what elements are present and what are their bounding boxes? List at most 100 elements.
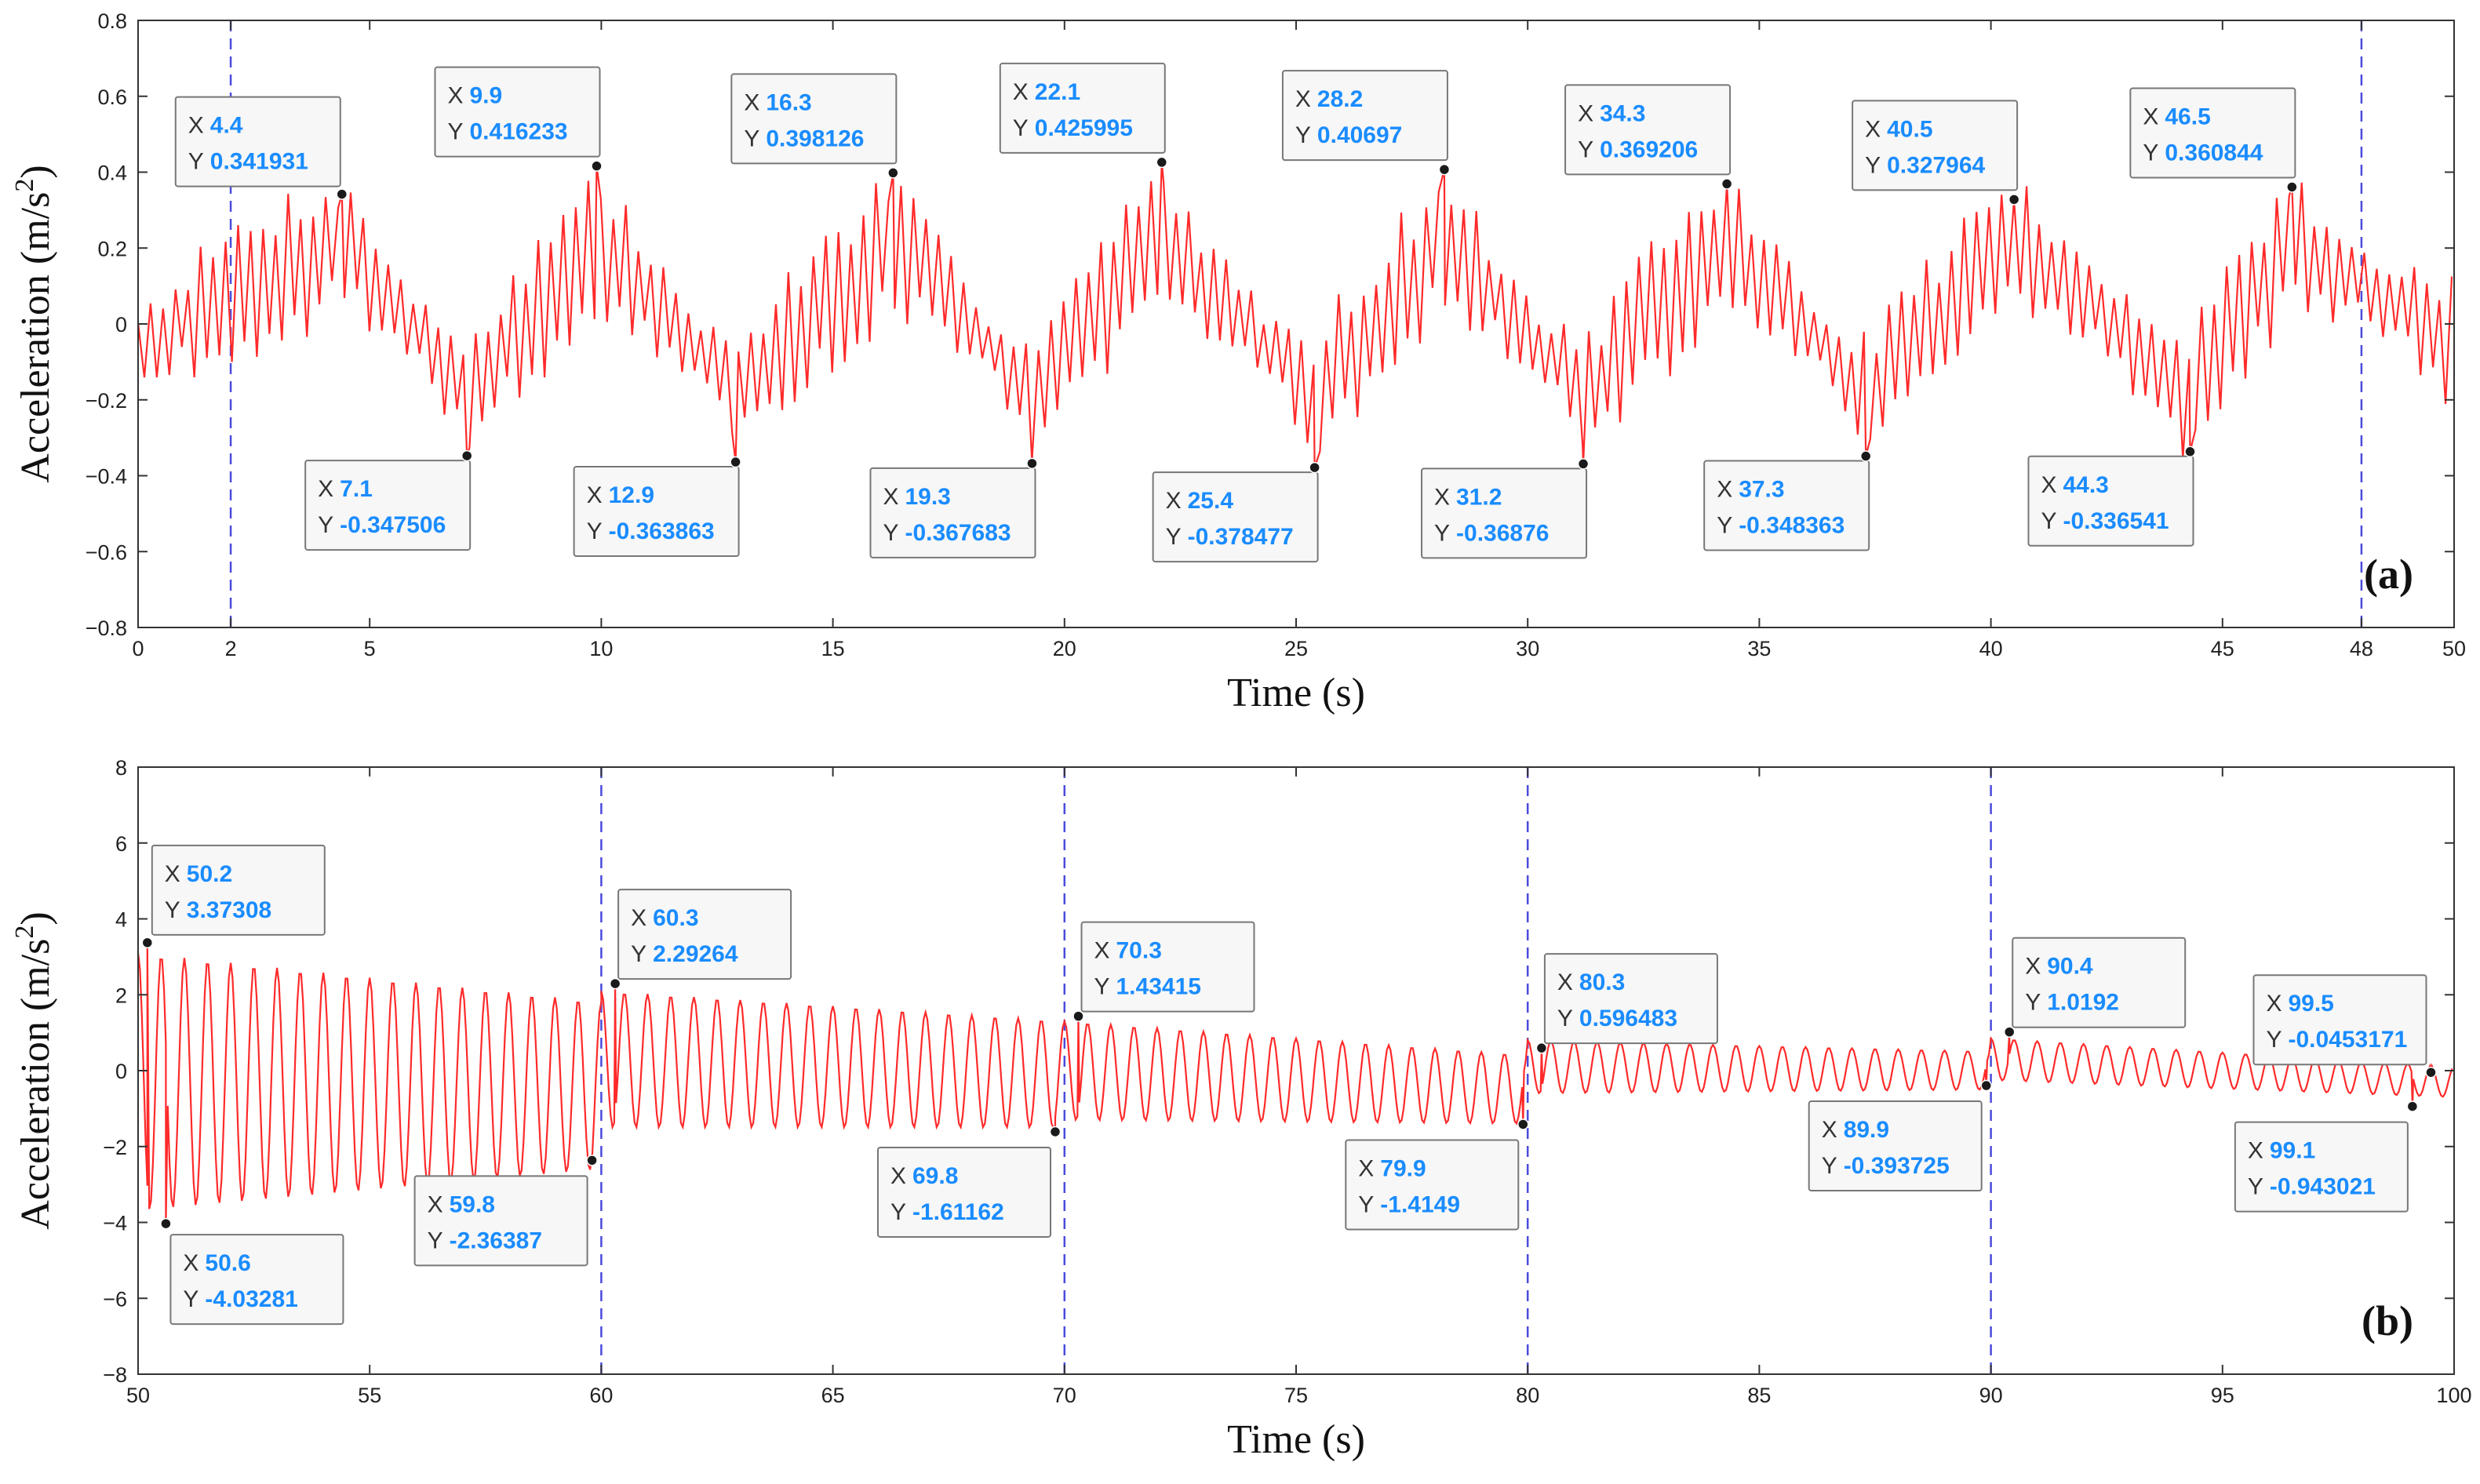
datatip-marker [1156, 156, 1168, 169]
datatip-y-value: 3.37308 [187, 897, 271, 923]
y-axis-title-sup: 2 [10, 926, 39, 939]
datatip-y-value: 0.596483 [1579, 1006, 1677, 1031]
datatip-box [434, 66, 601, 158]
datatip-x-key: X [183, 1250, 198, 1276]
datatip-y-value: 0.398126 [766, 125, 864, 151]
y-tick-label-4: 0 [115, 1060, 127, 1083]
datatip-y-key: Y [2041, 508, 2056, 534]
datatip-x-value: 50.6 [205, 1250, 250, 1276]
datatip-x-value: 89.9 [1844, 1117, 1889, 1143]
datatip-19.3: X 19.3 Y -0.367683 [869, 457, 1038, 558]
datatip-marker [2184, 446, 2196, 458]
datatip-y-value: -1.61162 [912, 1199, 1004, 1225]
datatip-x-value: 99.5 [2288, 991, 2333, 1017]
x-tick-label-35: 35 [1747, 637, 1771, 660]
x-tick-label-65: 65 [821, 1384, 845, 1407]
datatip-x-key: X [1578, 100, 1593, 126]
datatip-x-value: 99.1 [2270, 1138, 2315, 1164]
datatip-x-key: X [890, 1163, 906, 1189]
datatip-marker [2003, 1026, 2016, 1038]
datatip-x-value: 79.9 [1380, 1155, 1426, 1181]
datatip-x-value: 12.9 [609, 482, 654, 508]
datatip-box [174, 96, 341, 187]
datatip-99.1: X 99.1 Y -0.943021 [2234, 1100, 2419, 1213]
datatip-y-key: Y [890, 1199, 906, 1225]
panel-label: (a) [2364, 551, 2413, 598]
y-axis-title-main: Acceleration (m/s [13, 939, 58, 1230]
datatip-80.3: X 80.3Y 0.596483 [1535, 953, 1718, 1054]
datatip-x-value: 19.3 [905, 484, 950, 510]
y-tick-label-3: −0.2 [86, 389, 127, 413]
datatip-y-key: Y [1094, 974, 1110, 1000]
datatip-marker [887, 167, 899, 179]
datatip-marker [141, 937, 154, 949]
datatip-x-key: X [2143, 104, 2158, 129]
datatip-marker [1026, 457, 1038, 470]
datatip-marker [1577, 458, 1590, 470]
datatip-4.4: X 4.4Y 0.341931 [174, 96, 348, 200]
x-tick-label-55: 55 [358, 1384, 381, 1407]
x-tick-label-50: 50 [2442, 637, 2466, 660]
datatip-box [2252, 974, 2427, 1066]
datatip-y-value: 0.369206 [1600, 136, 1698, 162]
x-tick-label-45: 45 [2211, 637, 2234, 660]
datatip-box [2129, 87, 2296, 179]
datatip-x-value: 7.1 [340, 476, 373, 502]
datatip-y-value: -1.4149 [1380, 1191, 1460, 1217]
datatip-x-value: 9.9 [469, 83, 502, 109]
datatip-x-key: X [2266, 991, 2282, 1017]
x-tick-label-95: 95 [2211, 1384, 2234, 1407]
datatip-box [151, 844, 326, 936]
datatip-marker [1517, 1118, 1529, 1130]
datatip-y-value: -0.347506 [340, 512, 446, 538]
y-tick-label-3: −2 [103, 1136, 127, 1159]
datatip-box [2027, 455, 2194, 547]
datatip-y-value: 0.40697 [1317, 122, 1402, 148]
datatip-y-key: Y [2025, 990, 2041, 1016]
datatip-x-key: X [428, 1191, 443, 1217]
datatip-marker [336, 188, 348, 200]
datatip-x-value: 59.8 [450, 1191, 495, 1217]
datatip-x-value: 40.5 [1887, 116, 1932, 142]
datatip-y-key: Y [1717, 513, 1732, 539]
datatip-y-key: Y [2248, 1174, 2263, 1200]
datatip-marker [586, 1155, 598, 1166]
datatip-y-value: -4.03281 [205, 1286, 297, 1312]
datatip-x-value: 28.2 [1317, 86, 1363, 112]
datatip-x-key: X [165, 861, 180, 887]
datatip-y-key: Y [631, 941, 646, 967]
datatip-marker [2008, 194, 2020, 206]
datatip-x-key: X [1822, 1117, 1837, 1143]
y-tick-label-0: −8 [103, 1363, 127, 1387]
datatip-y-value: 0.416233 [469, 119, 567, 145]
datatip-x-value: 70.3 [1116, 938, 1162, 964]
datatip-marker [1859, 450, 1872, 462]
datatip-89.9: X 89.9 Y -0.393725 [1808, 1079, 1992, 1192]
panel-a: 0 2 5 10 15 20 25 30 35 40 45 48 50−0.8−0.6−0.4−0.20… [10, 9, 2466, 715]
datatip-y-value: -0.378477 [1188, 524, 1294, 550]
datatip-34.3: X 34.3 Y 0.369206 [1564, 84, 1733, 190]
datatip-y-value: 0.327964 [1887, 152, 1985, 178]
datatip-box [1421, 467, 1588, 559]
datatip-y-value: -2.36387 [450, 1228, 542, 1253]
x-tick-label-40: 40 [1979, 637, 2003, 660]
datatip-x-key: X [1865, 116, 1881, 142]
datatip-box [1543, 953, 1718, 1045]
datatip-y-value: 0.360844 [2165, 140, 2263, 165]
datatip-box [2234, 1121, 2409, 1213]
plot-area [138, 767, 2454, 1374]
datatip-y-key: Y [183, 1286, 198, 1312]
datatip-y-value: 0.425995 [1035, 115, 1133, 141]
datatip-y-value: 0.341931 [210, 149, 308, 175]
y-tick-label-5: 0.2 [97, 237, 127, 260]
datatip-marker [160, 1217, 172, 1230]
y-tick-label-6: 0.4 [97, 162, 127, 185]
datatip-x-key: X [1557, 969, 1573, 995]
datatip-box [169, 1234, 344, 1326]
datatip-x-value: 90.4 [2047, 954, 2093, 980]
datatip-y-value: 2.29264 [653, 941, 738, 967]
datatip-box [869, 467, 1036, 558]
datatip-y-key: Y [1557, 1006, 1573, 1031]
